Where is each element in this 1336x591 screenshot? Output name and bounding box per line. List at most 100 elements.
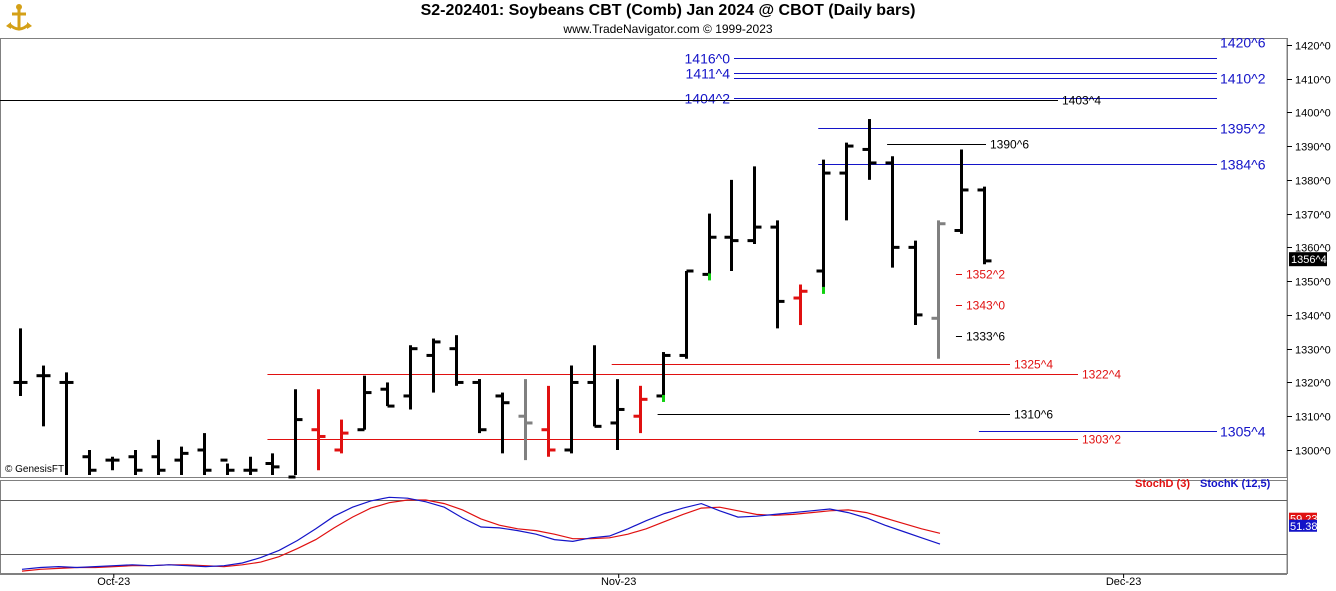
level-label: 1343^0 bbox=[966, 299, 1005, 313]
price-plot-area bbox=[0, 38, 1288, 478]
level-label: 1384^6 bbox=[1220, 157, 1266, 173]
level-label: 1310^6 bbox=[1014, 408, 1053, 422]
level-line-1404-2: 1404^2 bbox=[685, 91, 1217, 107]
level-label: 1322^4 bbox=[1082, 368, 1121, 382]
level-line-1352-2: 1352^2 bbox=[955, 268, 1005, 282]
price-tick-label: 1420^0 bbox=[1295, 41, 1331, 53]
price-bar bbox=[357, 375, 372, 432]
price-tick-label: 1330^0 bbox=[1295, 345, 1331, 357]
last-price-box bbox=[1289, 252, 1327, 267]
chart-frame bbox=[0, 38, 1336, 591]
price-bar bbox=[288, 389, 303, 479]
level-line-1420-6: 1420^6 bbox=[1220, 35, 1266, 51]
price-bar bbox=[105, 456, 120, 471]
price-bar bbox=[426, 338, 441, 393]
price-bar bbox=[679, 269, 694, 359]
level-line-1411-4: 1411^4 bbox=[686, 66, 1217, 82]
price-bar bbox=[977, 186, 992, 265]
price-bar bbox=[839, 142, 854, 221]
price-tick-label: 1400^0 bbox=[1295, 108, 1331, 120]
level-label: 1325^4 bbox=[1014, 358, 1053, 372]
price-bar bbox=[13, 328, 28, 396]
price-bar bbox=[931, 220, 946, 359]
level-label: 1410^2 bbox=[1220, 71, 1266, 87]
level-label: 1404^2 bbox=[685, 91, 731, 107]
price-tick-label: 1310^0 bbox=[1295, 412, 1331, 424]
chart-title: S2-202401: Soybeans CBT (Comb) Jan 2024 … bbox=[420, 2, 916, 19]
level-label: 1395^2 bbox=[1220, 121, 1266, 137]
price-bar bbox=[587, 345, 602, 428]
price-bar bbox=[220, 458, 235, 475]
price-bar bbox=[908, 240, 923, 326]
stochastic-plot-area bbox=[0, 480, 1288, 574]
level-line-1343-0: 1343^0 bbox=[955, 299, 1005, 313]
price-bar bbox=[793, 284, 808, 326]
price-bar bbox=[265, 453, 280, 475]
price-bar bbox=[380, 382, 395, 408]
level-label: 1420^6 bbox=[1220, 35, 1266, 51]
chart-header: S2-202401: Soybeans CBT (Comb) Jan 2024 … bbox=[0, 0, 1336, 38]
stochd-legend: StochD (3) bbox=[1135, 478, 1190, 490]
stochk-value-box bbox=[1289, 519, 1317, 532]
price-bar bbox=[151, 439, 166, 475]
level-line-1305-4: 1305^4 bbox=[978, 424, 1266, 440]
level-line-1333-6: 1333^6 bbox=[955, 330, 1005, 344]
level-label: 1403^4 bbox=[1062, 94, 1101, 108]
last-price-label: 1356^4 bbox=[1291, 254, 1327, 266]
price-bar bbox=[59, 372, 74, 475]
price-tick-label: 1390^0 bbox=[1295, 142, 1331, 154]
axis-background bbox=[1287, 38, 1336, 591]
level-line-1416-0: 1416^0 bbox=[685, 51, 1217, 67]
date-tick-label: Oct-23 bbox=[97, 576, 130, 588]
price-bar bbox=[724, 179, 739, 272]
price-bar bbox=[495, 392, 510, 454]
level-line-1395-2: 1395^2 bbox=[818, 121, 1266, 137]
date-tick-label: Dec-23 bbox=[1106, 576, 1141, 588]
level-label: 1352^2 bbox=[966, 268, 1005, 282]
price-bar bbox=[403, 345, 418, 410]
stochk-legend: StochK (12,5) bbox=[1200, 478, 1271, 490]
price-bar bbox=[656, 352, 671, 402]
level-line-1410-2: 1410^2 bbox=[734, 71, 1266, 87]
price-bar bbox=[174, 446, 189, 475]
price-tick-label: 1300^0 bbox=[1295, 446, 1331, 458]
price-bar bbox=[472, 379, 487, 434]
price-tick-label: 1380^0 bbox=[1295, 176, 1331, 188]
stochk-value-label: 51.38 bbox=[1290, 521, 1318, 533]
price-bar bbox=[449, 335, 464, 386]
price-bar bbox=[541, 385, 556, 457]
price-bar bbox=[311, 389, 326, 471]
chart-subtitle: www.TradeNavigator.com © 1999-2023 bbox=[563, 22, 773, 36]
price-tick-label: 1350^0 bbox=[1295, 277, 1331, 289]
price-tick-label: 1370^0 bbox=[1295, 210, 1331, 222]
date-axis: Oct-23 Nov-23 Dec-23 bbox=[97, 574, 1141, 588]
level-line-1310-6: 1310^6 bbox=[657, 408, 1053, 422]
level-label: 1411^4 bbox=[686, 66, 731, 82]
level-label: 1390^6 bbox=[990, 138, 1029, 152]
price-bar bbox=[770, 220, 785, 329]
price-bar bbox=[36, 365, 51, 427]
level-label: 1333^6 bbox=[966, 330, 1005, 344]
price-bar bbox=[633, 385, 648, 434]
price-bar bbox=[243, 456, 258, 475]
price-bar bbox=[885, 156, 900, 268]
price-bar bbox=[816, 159, 831, 294]
price-bar bbox=[747, 166, 762, 244]
price-tick-label: 1340^0 bbox=[1295, 311, 1331, 323]
price-bar bbox=[197, 433, 212, 475]
price-bar bbox=[564, 365, 579, 454]
price-bar bbox=[954, 149, 969, 234]
level-line-1303-2: 1303^2 bbox=[267, 433, 1121, 447]
level-line-1384-6: 1384^6 bbox=[818, 157, 1266, 173]
genesis-logo-icon bbox=[2, 2, 36, 36]
level-label: 1305^4 bbox=[1220, 424, 1266, 440]
price-bar bbox=[128, 449, 143, 475]
level-label: 1416^0 bbox=[685, 51, 731, 67]
watermark-label: © GenesisFT bbox=[5, 464, 64, 475]
price-bar bbox=[702, 213, 717, 281]
price-bars bbox=[13, 119, 992, 479]
level-line-1325-4: 1325^4 bbox=[611, 358, 1053, 372]
